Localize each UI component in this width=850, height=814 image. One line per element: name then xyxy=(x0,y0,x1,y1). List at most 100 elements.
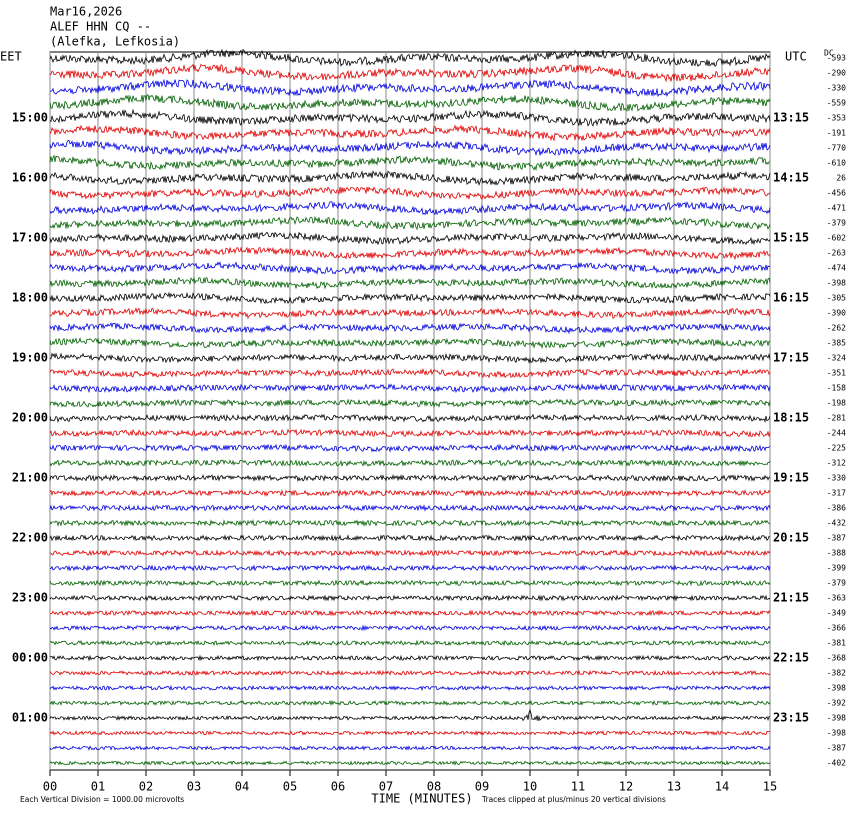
x-tick-label: 11 xyxy=(571,780,585,794)
right-time: 16:15 xyxy=(773,291,809,305)
left-zone: EET xyxy=(0,50,22,64)
offset: -602 xyxy=(827,234,846,243)
offset: -351 xyxy=(827,369,846,378)
trace xyxy=(49,48,771,68)
trace xyxy=(49,246,771,261)
x-tick-label: 15 xyxy=(763,780,777,794)
trace xyxy=(49,473,771,483)
offset: -474 xyxy=(827,264,846,273)
offset: -353 xyxy=(827,114,846,123)
offset: -386 xyxy=(827,504,846,513)
station: ALEF HHN CQ -- xyxy=(50,20,151,34)
trace xyxy=(49,139,771,157)
trace xyxy=(49,78,771,98)
left-time: 00:00 xyxy=(12,651,48,665)
x-tick-label: 03 xyxy=(187,780,201,794)
x-tick-label: 09 xyxy=(475,780,489,794)
trace xyxy=(49,124,771,142)
trace xyxy=(49,428,771,438)
trace xyxy=(49,458,771,468)
trace xyxy=(49,215,771,231)
clip-note: Traces clipped at plus/minus 20 vertical… xyxy=(481,795,666,804)
trace xyxy=(50,549,771,557)
offset: -317 xyxy=(827,489,846,498)
x-tick-label: 05 xyxy=(283,780,297,794)
right-time: 20:15 xyxy=(773,531,809,545)
offset: -382 xyxy=(827,669,846,678)
x-tick-label: 06 xyxy=(331,780,345,794)
right-time: 22:15 xyxy=(773,651,809,665)
trace xyxy=(49,154,771,172)
left-time: 20:00 xyxy=(12,411,48,425)
trace xyxy=(49,231,771,246)
trace xyxy=(49,534,770,542)
trace xyxy=(49,639,771,647)
offset: -379 xyxy=(827,579,846,588)
offset: -402 xyxy=(827,759,846,768)
left-time: 17:00 xyxy=(12,231,48,245)
left-time: 21:00 xyxy=(12,471,48,485)
offset: -349 xyxy=(827,609,846,618)
right-time: 13:15 xyxy=(773,111,809,125)
left-time: 22:00 xyxy=(12,531,48,545)
left-time: 19:00 xyxy=(12,351,48,365)
trace xyxy=(49,624,771,632)
scale-note: Each Vertical Division = 1000.00 microvo… xyxy=(20,795,184,804)
x-tick-label: 14 xyxy=(715,780,729,794)
trace xyxy=(49,94,771,112)
grid xyxy=(49,52,771,776)
right-time: 15:15 xyxy=(773,231,809,245)
trace xyxy=(49,276,771,290)
offset: -399 xyxy=(827,564,846,573)
right-time: 14:15 xyxy=(773,171,809,185)
trace xyxy=(49,504,771,512)
right-time: 23:15 xyxy=(773,711,809,725)
offset: -330 xyxy=(827,84,846,93)
trace xyxy=(49,699,771,707)
left-time: 16:00 xyxy=(12,171,48,185)
x-tick-label: 00 xyxy=(43,780,57,794)
offset: -158 xyxy=(827,384,846,393)
offset: -432 xyxy=(827,519,846,528)
offset: -225 xyxy=(827,444,846,453)
offset: -191 xyxy=(827,129,846,138)
trace xyxy=(49,108,771,127)
trace xyxy=(49,291,771,305)
trace xyxy=(49,382,771,394)
trace xyxy=(49,519,771,527)
trace xyxy=(49,594,771,602)
offset: -390 xyxy=(827,309,846,318)
x-tick-label: 07 xyxy=(379,780,393,794)
offset: -379 xyxy=(827,219,846,228)
offset-header: DC xyxy=(824,49,834,58)
offset: 26 xyxy=(836,174,846,183)
traces xyxy=(49,48,771,766)
trace xyxy=(49,489,771,497)
offset: -244 xyxy=(827,429,846,438)
x-tick-label: 08 xyxy=(427,780,441,794)
offset: -381 xyxy=(827,639,846,648)
trace xyxy=(49,368,771,379)
left-time: 01:00 xyxy=(12,711,48,725)
offset: -398 xyxy=(827,714,846,723)
offset: -471 xyxy=(827,204,846,213)
offset: -593 xyxy=(827,54,846,63)
offset: -263 xyxy=(827,249,846,258)
right-time: 17:15 xyxy=(773,351,809,365)
right-time: 19:15 xyxy=(773,471,809,485)
offset: -290 xyxy=(827,69,846,78)
trace xyxy=(49,443,771,453)
axis-title: TIME (MINUTES) xyxy=(371,792,472,806)
offset: -312 xyxy=(827,459,846,468)
x-tick-label: 10 xyxy=(523,780,537,794)
trace xyxy=(49,201,771,216)
x-tick-label: 13 xyxy=(667,780,681,794)
offset: -330 xyxy=(827,474,846,483)
labels: 00 01 02 03 04 05 06 07 08 09 10 11 12 13 14 15 15:00 16:… xyxy=(12,54,846,794)
trace xyxy=(49,730,770,737)
right-time: 18:15 xyxy=(773,411,809,425)
trace xyxy=(49,63,771,83)
offset: -456 xyxy=(827,189,846,198)
offset: -262 xyxy=(827,324,846,333)
